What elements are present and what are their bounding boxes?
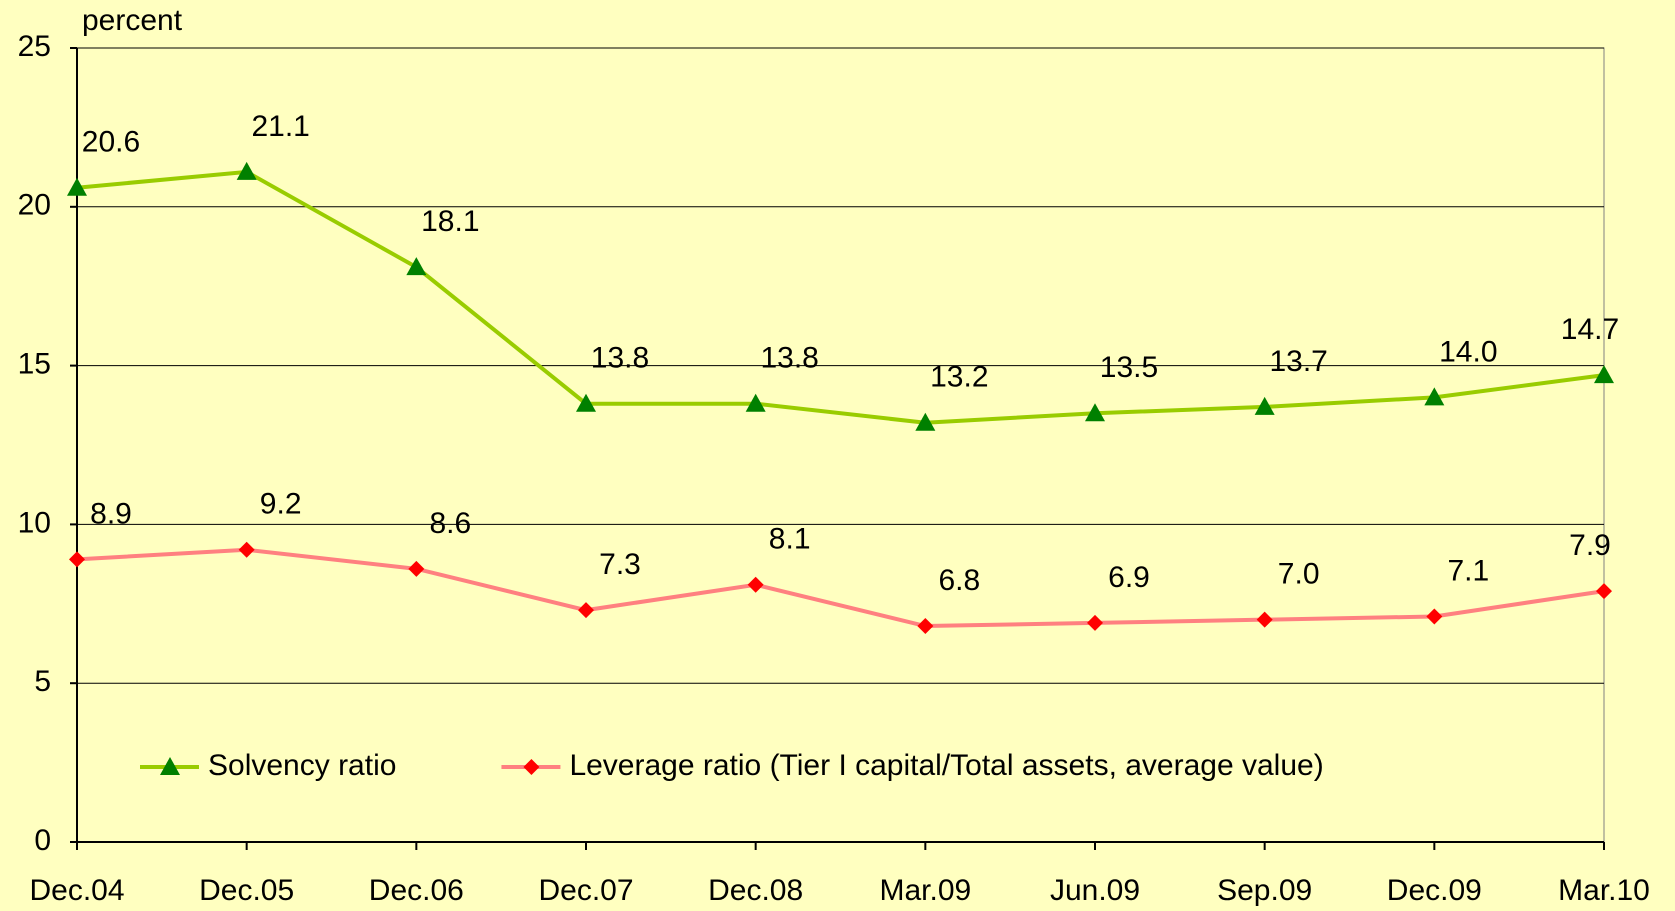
marker	[1256, 611, 1273, 628]
marker	[917, 618, 934, 635]
marker	[915, 412, 936, 431]
marker	[1596, 583, 1612, 600]
x-tick-label: Dec.08	[708, 874, 803, 907]
data-label: 13.8	[760, 342, 818, 375]
marker	[160, 757, 180, 775]
y-tick-label: 10	[18, 506, 51, 539]
data-label: 7.3	[599, 548, 641, 581]
data-label: 7.9	[1569, 529, 1611, 562]
x-tick-label: Mar.10	[1558, 874, 1650, 907]
marker	[578, 602, 594, 619]
data-label: 8.1	[769, 523, 811, 556]
data-label: 9.2	[260, 488, 302, 521]
x-tick-label: Dec.05	[199, 874, 294, 907]
marker	[1424, 387, 1445, 406]
y-axis-label: percent	[82, 4, 183, 37]
y-tick-label: 15	[18, 348, 51, 381]
y-tick-label: 5	[34, 665, 51, 698]
x-tick-label: Jun.09	[1050, 874, 1140, 907]
plot-frame	[76, 47, 1605, 843]
marker	[747, 576, 764, 593]
x-tick-label: Dec.06	[369, 874, 464, 907]
x-tick-label: Sep.09	[1217, 874, 1312, 907]
data-label: 13.2	[930, 361, 988, 394]
data-label: 6.9	[1108, 561, 1150, 594]
legend-label: Solvency ratio	[208, 749, 396, 782]
data-label: 7.1	[1447, 554, 1489, 587]
x-tick-label: Dec.04	[29, 874, 124, 907]
y-tick-label: 0	[34, 824, 51, 857]
marker	[1087, 614, 1103, 631]
data-label: 7.0	[1278, 558, 1320, 591]
x-tick-label: Dec.09	[1387, 874, 1482, 907]
marker	[745, 393, 766, 412]
marker	[1426, 608, 1443, 625]
marker	[408, 560, 425, 577]
y-tick-label: 25	[18, 30, 51, 63]
y-tick-label: 20	[18, 189, 51, 222]
marker	[67, 177, 87, 196]
line	[76, 169, 1605, 425]
data-label: 8.6	[429, 507, 471, 540]
data-label: 8.9	[90, 497, 132, 530]
x-tick-label: Mar.09	[879, 874, 971, 907]
marker	[1594, 365, 1614, 384]
data-label: 6.8	[938, 564, 980, 597]
data-label: 13.8	[591, 342, 649, 375]
data-label: 18.1	[421, 205, 479, 238]
marker	[1085, 403, 1105, 422]
marker	[69, 551, 85, 568]
marker	[523, 759, 540, 775]
marker	[1254, 396, 1275, 415]
data-label: 20.6	[82, 126, 140, 159]
marker	[576, 393, 596, 412]
legend-label: Leverage ratio (Tier I capital/Total ass…	[569, 749, 1323, 782]
data-label: 13.7	[1269, 345, 1327, 378]
data-label: 21.1	[251, 110, 309, 143]
data-label: 14.7	[1561, 313, 1619, 346]
x-tick-label: Dec.07	[538, 874, 633, 907]
data-label: 13.5	[1100, 351, 1158, 384]
marker	[236, 161, 257, 180]
data-label: 14.0	[1439, 335, 1497, 368]
line	[76, 547, 1605, 629]
marker	[238, 541, 255, 558]
marker	[406, 257, 427, 276]
